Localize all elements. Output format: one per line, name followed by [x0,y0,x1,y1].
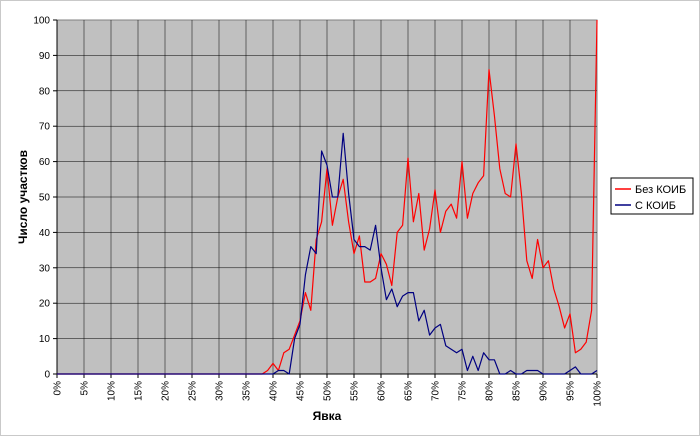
x-tick-label: 60% [377,381,388,401]
x-tick-label: 20% [161,381,172,401]
y-tick-label: 70 [39,122,51,133]
x-tick-label: 35% [242,381,253,401]
x-tick-label: 10% [107,381,118,401]
x-tick-label: 100% [593,381,604,407]
series-line-s-koib [57,132,598,375]
y-tick-label: 80 [39,86,51,97]
gridlines [57,20,597,374]
legend: Без КОИБ С КОИБ [610,177,694,215]
y-tick-label: 30 [39,263,51,274]
legend-box [610,177,694,215]
x-axis-title: Явка [313,409,342,423]
x-tick-label: 65% [404,381,415,401]
x-tick-label: 5% [80,381,91,396]
y-tick-label: 60 [39,157,51,168]
x-tick-label: 30% [215,381,226,401]
y-tick-label: 90 [39,51,51,62]
y-tick-label: 10 [39,334,51,345]
y-axis-ticks: 0 10 20 30 40 50 60 70 80 90 100 [33,16,58,381]
x-tick-label: 40% [269,381,280,401]
series-lines [57,19,598,375]
x-tick-label: 50% [323,381,334,401]
x-tick-label: 80% [485,381,496,401]
series-line-bez-koib [57,19,598,375]
x-tick-label: 45% [296,381,307,401]
x-tick-label: 55% [350,381,361,401]
x-tick-label: 95% [566,381,577,401]
legend-label-s-koib: С КОИБ [635,200,676,212]
x-tick-label: 0% [53,381,64,396]
y-tick-label: 20 [39,299,51,310]
x-tick-label: 85% [512,381,523,401]
y-tick-label: 50 [39,193,51,204]
x-tick-label: 75% [458,381,469,401]
y-tick-label: 100 [33,16,50,27]
y-tick-label: 0 [44,370,50,381]
y-tick-label: 40 [39,228,51,239]
x-tick-label: 15% [134,381,145,401]
x-tick-label: 70% [431,381,442,401]
x-tick-label: 25% [188,381,199,401]
x-tick-label: 90% [539,381,550,401]
x-axis-ticks: 0% 5% 10% 15% 20% 25% 30% 35% 40% 45% 50% 55% 60% 65%… [53,373,604,407]
y-axis-title: Число участков [16,150,30,244]
legend-label-bez-koib: Без КОИБ [635,184,686,196]
